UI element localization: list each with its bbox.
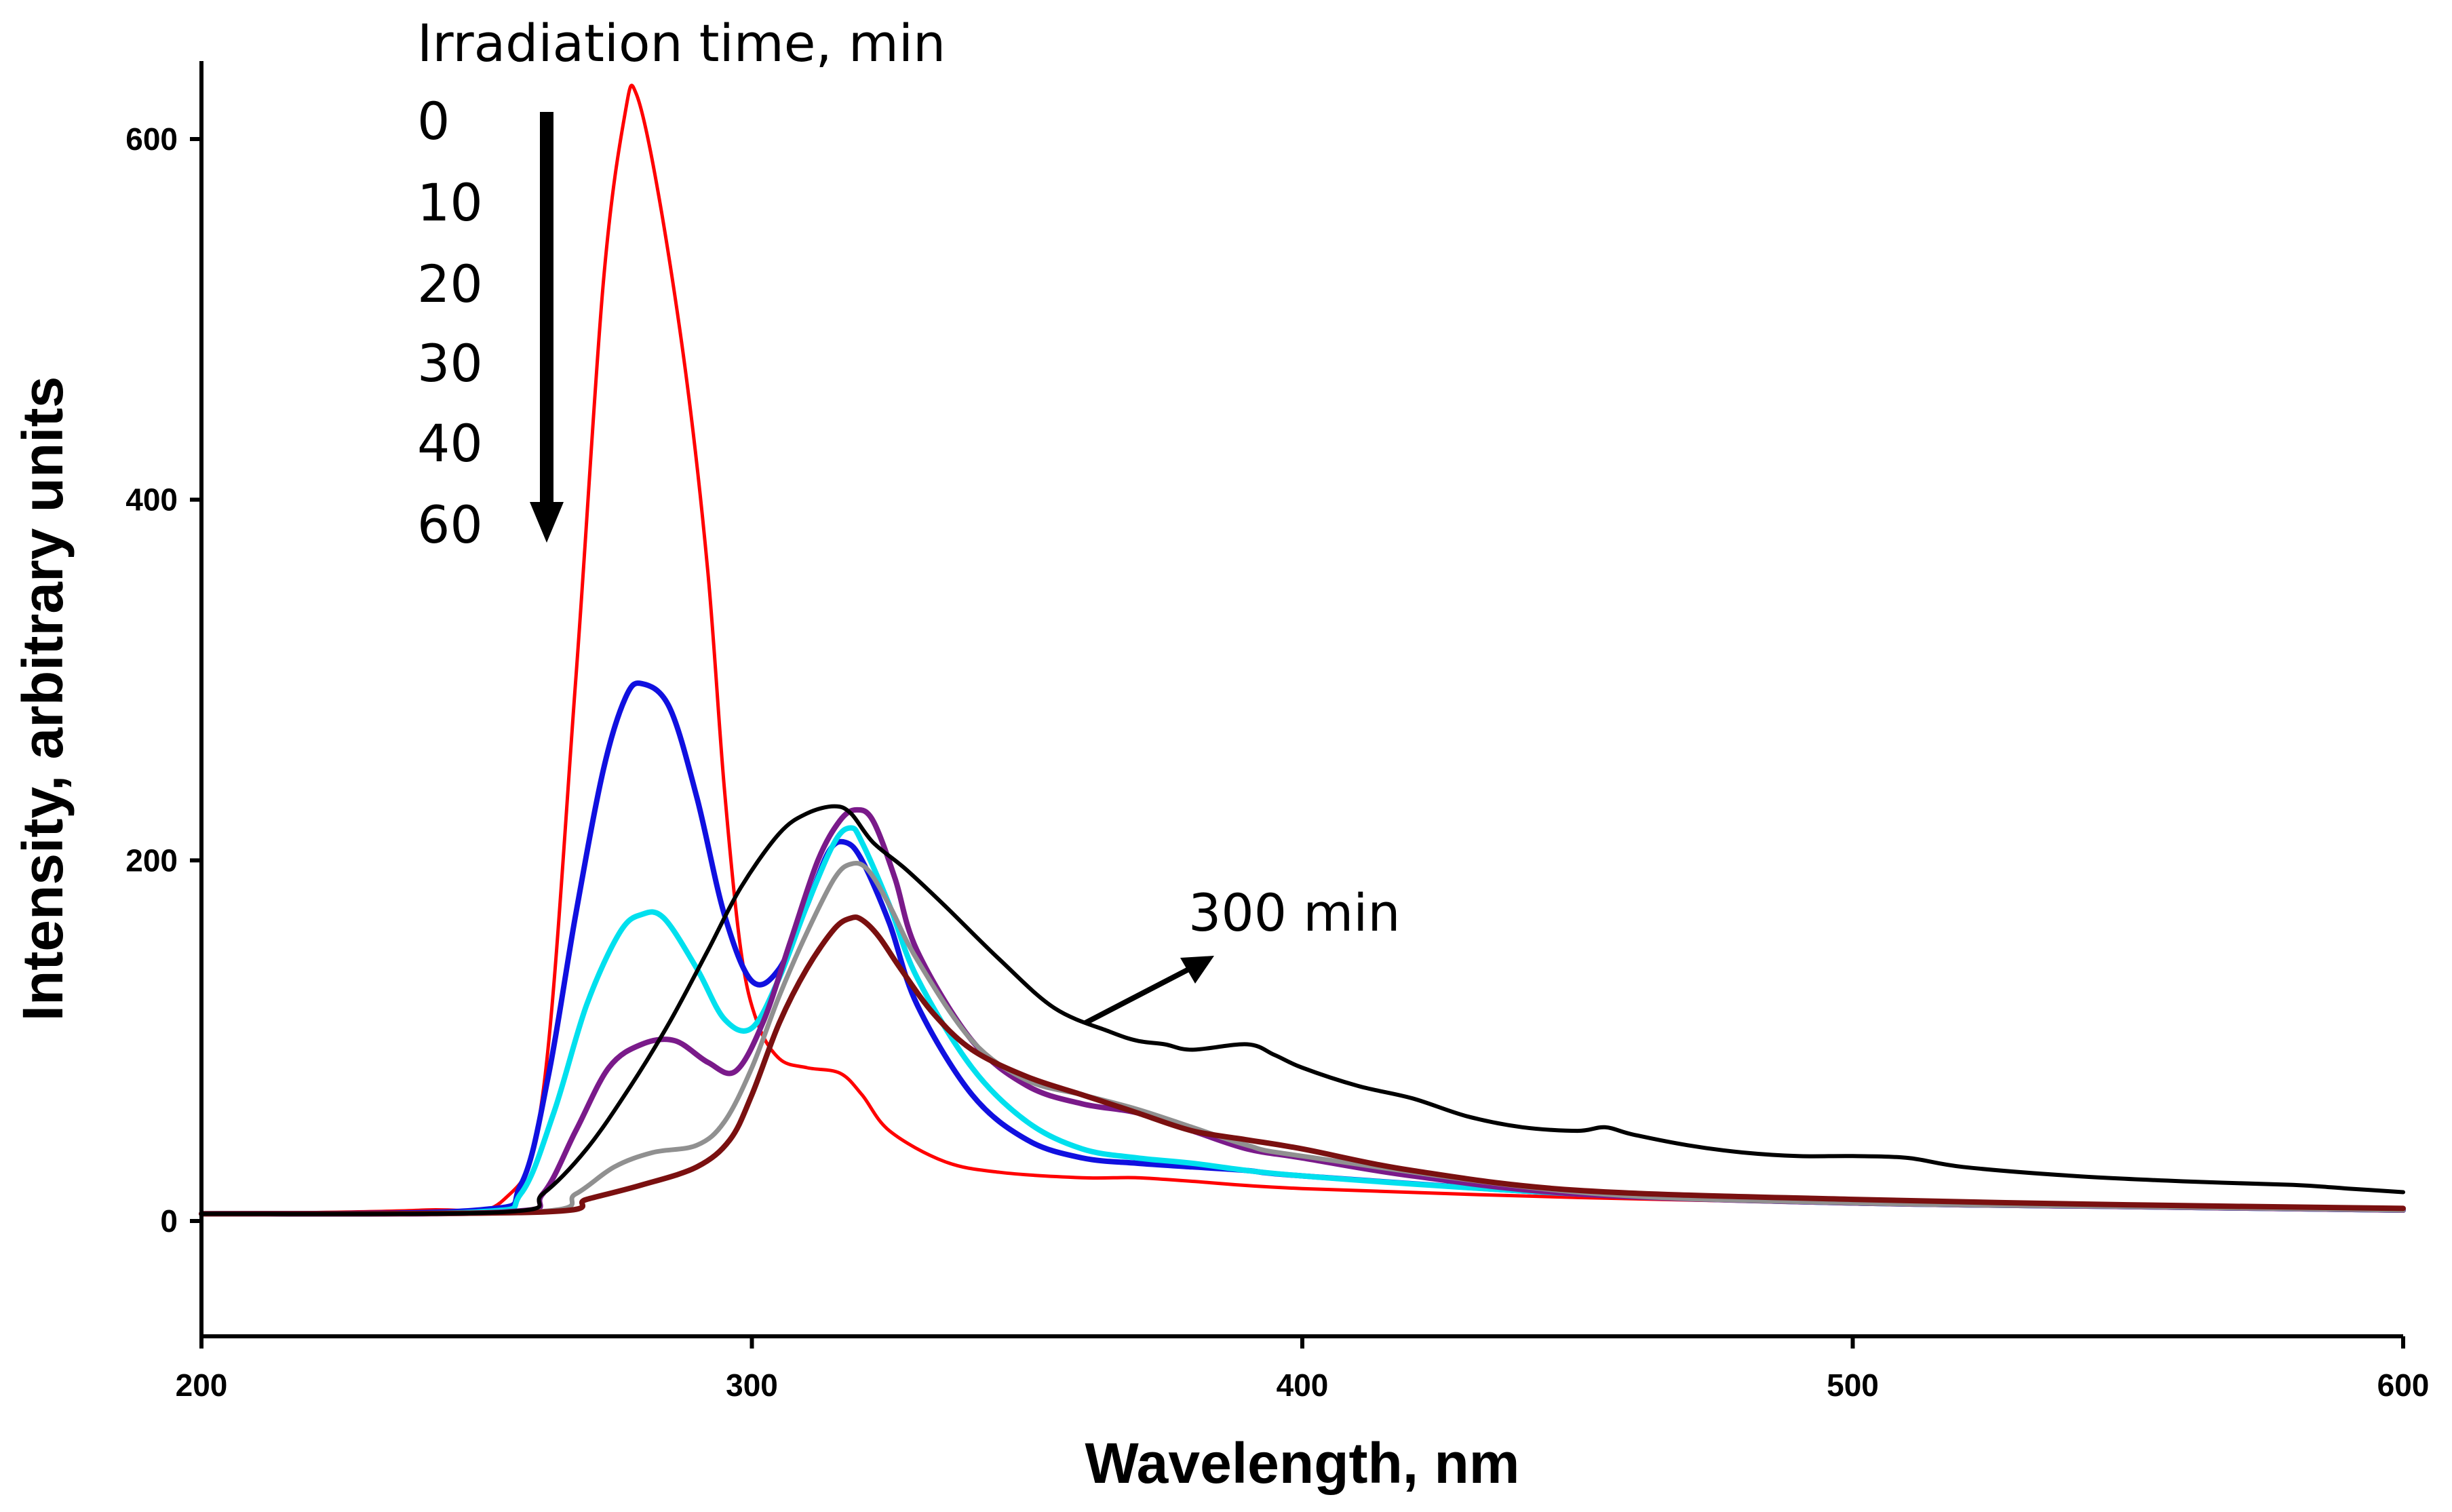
annotation-arrow-shaft bbox=[1084, 964, 1195, 1026]
legend-entry: 60 bbox=[417, 495, 483, 555]
series-line-0 bbox=[199, 83, 2405, 1216]
x-tick-label: 200 bbox=[176, 1368, 228, 1403]
y-tick-label: 600 bbox=[125, 121, 178, 157]
x-tick-label: 400 bbox=[1277, 1368, 1329, 1403]
annotation-300min: 300 min bbox=[1084, 883, 1401, 1026]
series-layer bbox=[199, 83, 2406, 1217]
annotation-label: 300 min bbox=[1188, 883, 1401, 943]
legend-entry: 0 bbox=[417, 91, 450, 151]
legend-down-arrow-icon bbox=[530, 502, 564, 543]
annotation-arrow-icon bbox=[1180, 956, 1214, 984]
x-tick-label: 600 bbox=[2377, 1368, 2430, 1403]
series-line-60 bbox=[199, 914, 2406, 1217]
legend-entry: 40 bbox=[417, 413, 483, 473]
x-tick-label: 500 bbox=[1827, 1368, 1879, 1403]
series-line-10 bbox=[199, 680, 2406, 1217]
y-ticks: 0 200 400 600 bbox=[125, 121, 201, 1239]
x-axis-title: Wavelength, nm bbox=[1085, 1431, 1520, 1495]
legend-entry: 20 bbox=[417, 254, 483, 314]
x-ticks: 200 300 400 500 600 bbox=[176, 1336, 2430, 1403]
series-line-40 bbox=[199, 860, 2406, 1217]
y-tick-label: 0 bbox=[160, 1203, 178, 1239]
y-tick-label: 400 bbox=[125, 482, 178, 518]
x-tick-label: 300 bbox=[726, 1368, 778, 1403]
series-line-300-min bbox=[199, 804, 2405, 1216]
y-axis-title: Intensity, arbitrary units bbox=[11, 376, 75, 1022]
legend-entry: 10 bbox=[417, 172, 483, 233]
y-tick-label: 200 bbox=[125, 842, 178, 878]
legend-entry: 30 bbox=[417, 333, 483, 393]
legend: Irradiation time, min 0 10 20 30 40 60 bbox=[417, 13, 946, 555]
legend-title: Irradiation time, min bbox=[417, 13, 946, 73]
